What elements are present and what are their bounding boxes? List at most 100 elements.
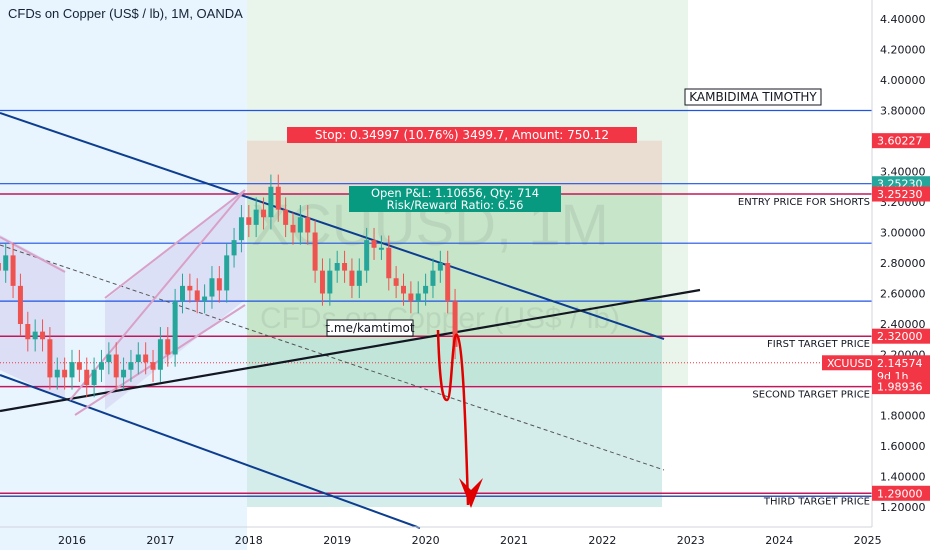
candle-body xyxy=(261,209,267,218)
y-tick-label: 4.00000 xyxy=(880,74,926,87)
candle-body xyxy=(224,255,230,291)
x-tick-label: 2025 xyxy=(854,534,882,547)
candle-body xyxy=(121,369,127,378)
candle-body xyxy=(246,217,252,225)
y-tick-label: 2.40000 xyxy=(880,318,926,331)
y-tick-label: 1.80000 xyxy=(880,410,926,423)
x-tick-label: 2020 xyxy=(412,534,440,547)
y-tick-label: 4.20000 xyxy=(880,44,926,57)
candle-body xyxy=(297,217,303,233)
candle-body xyxy=(194,290,200,302)
candle-body xyxy=(253,209,259,225)
target-annotation-1: FIRST TARGET PRICE xyxy=(767,339,870,350)
candle-body xyxy=(283,209,289,225)
candle-body xyxy=(84,369,90,385)
price-tag-4: XCUUSD xyxy=(827,357,873,370)
telegram-label-text: t.me/kamtimot xyxy=(325,321,414,335)
price-tag-bg-5 xyxy=(872,355,930,371)
price-tag-bg-2 xyxy=(872,186,930,202)
upper-trendline xyxy=(0,112,665,340)
candle-body xyxy=(54,369,60,378)
candle-body xyxy=(25,324,31,340)
candle-body xyxy=(437,263,443,271)
rise-channel-top xyxy=(104,189,246,299)
candle-body xyxy=(364,240,370,271)
candle-body xyxy=(91,369,97,385)
projection-arrowhead xyxy=(459,478,483,508)
candle-body xyxy=(327,270,333,294)
candle-body xyxy=(268,186,274,218)
telegram-label: t.me/kamtimot xyxy=(325,319,415,337)
candle-body xyxy=(290,224,296,233)
price-tag-bg-0 xyxy=(872,133,930,149)
candle-body xyxy=(423,285,429,294)
candle-body xyxy=(231,240,237,256)
candle-body xyxy=(393,278,399,286)
candle-body xyxy=(430,270,436,286)
lower-trendline xyxy=(0,374,421,529)
chart-title: CFDs on Copper (US$ / lb), 1M, OANDA xyxy=(8,6,243,21)
candle-body xyxy=(143,354,149,363)
price-tag-7: 1.98936 xyxy=(877,381,923,394)
author-box: KAMBIDIMA TIMOTHY xyxy=(684,88,822,106)
y-tick-label: 3.00000 xyxy=(880,227,926,240)
candle-body xyxy=(47,339,53,378)
price-tag-bg-4 xyxy=(822,355,872,371)
target-annotation-0: ENTRY PRICE FOR SHORTS xyxy=(738,197,870,208)
target-annotation-2: SECOND TARGET PRICE xyxy=(752,390,870,401)
candle-body xyxy=(187,285,193,291)
x-tick-label: 2023 xyxy=(677,534,705,547)
candle-body xyxy=(135,354,141,363)
candle-body xyxy=(415,293,421,302)
candle-body xyxy=(180,285,185,302)
candle-body xyxy=(305,217,311,233)
telegram-label-bg xyxy=(326,319,414,337)
y-tick-label: 3.80000 xyxy=(880,105,926,118)
candle-body xyxy=(401,285,406,294)
target-annotation-3: THIRD TARGET PRICE xyxy=(763,496,870,507)
candle-body xyxy=(334,263,340,271)
stop-label: Stop: 0.34997 (10.76%) 3499.7, Amount: 7… xyxy=(287,127,637,143)
profit-zone-lower xyxy=(247,339,662,507)
candle-body xyxy=(386,247,392,279)
x-tick-label: 2016 xyxy=(58,534,86,547)
candle-body xyxy=(165,339,171,355)
y-tick-label: 2.60000 xyxy=(880,288,926,301)
x-tick-label: 2018 xyxy=(235,534,263,547)
candle-body xyxy=(202,296,208,302)
candle-body xyxy=(157,339,163,370)
candle-body xyxy=(113,354,119,378)
candle-body xyxy=(312,232,318,271)
candle-body xyxy=(209,278,215,297)
candle-body xyxy=(10,255,16,286)
candle-body xyxy=(62,369,68,378)
x-tick-label: 2019 xyxy=(323,534,351,547)
price-tag-0: 3.60227 xyxy=(877,135,923,148)
candle-body xyxy=(172,301,178,355)
candle-body xyxy=(371,240,377,248)
candle-body xyxy=(319,270,325,294)
candle-body xyxy=(32,331,38,340)
pnl-bg xyxy=(349,186,561,212)
stop-label-bg xyxy=(287,127,637,143)
price-axis-bg xyxy=(872,0,932,550)
author-box-bg xyxy=(684,88,822,106)
candle-body xyxy=(408,293,414,302)
candle-body xyxy=(40,331,46,340)
candle-body xyxy=(452,301,458,347)
candle-body xyxy=(349,270,355,286)
candle-body xyxy=(17,285,23,324)
candle-body xyxy=(0,263,1,271)
y-tick-label: 1.60000 xyxy=(880,440,926,453)
price-tag-bg-8 xyxy=(872,485,930,501)
candle-body xyxy=(445,263,451,302)
x-tick-label: 2017 xyxy=(146,534,174,547)
price-tag-bg-7 xyxy=(872,379,930,395)
candle-body xyxy=(106,354,112,363)
projection-path xyxy=(436,329,470,506)
x-tick-label: 2021 xyxy=(500,534,528,547)
watermark-name: CFDs on Copper (US$ / lb) xyxy=(260,302,620,335)
y-tick-label: 1.20000 xyxy=(880,501,926,514)
